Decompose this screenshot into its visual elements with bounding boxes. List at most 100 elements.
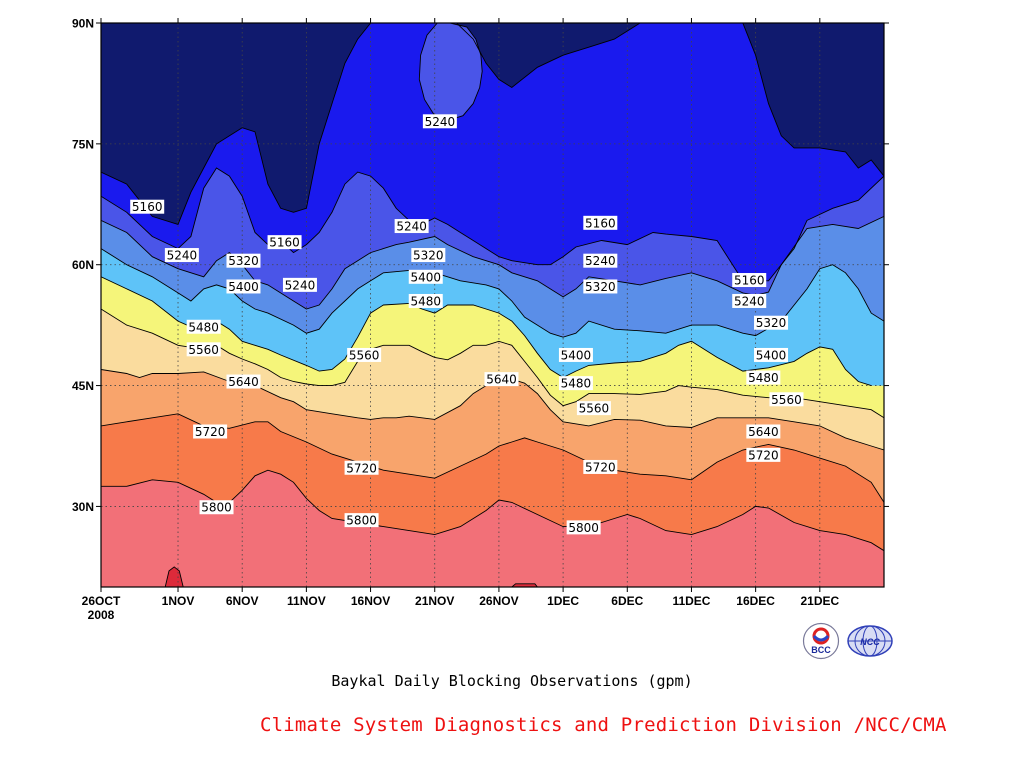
- contour-label-bg: [566, 520, 601, 535]
- y-tick-label: 75N: [72, 137, 94, 151]
- contour-label: 5720: [193, 424, 228, 439]
- contour-label: 5320: [411, 248, 446, 263]
- contour-label: 5240: [394, 219, 429, 234]
- contour-label-text: 5320: [413, 249, 444, 263]
- contour-label-text: 5240: [734, 294, 765, 308]
- contour-label-text: 5480: [188, 320, 219, 334]
- contour-label-text: 5240: [396, 220, 427, 234]
- x-tick-label: 21NOV: [415, 594, 454, 608]
- band-5800: [101, 470, 884, 587]
- contour-label: 5560: [347, 347, 382, 362]
- contour-line-5880: [164, 566, 184, 587]
- x-tick-label: 16DEC: [736, 594, 775, 608]
- x-tick-label: 11NOV: [287, 594, 326, 608]
- contour-label: 5240: [583, 253, 618, 268]
- contour-label-bg: [583, 215, 618, 230]
- contour-label-bg: [226, 374, 261, 389]
- contour-label-text: 5640: [748, 425, 779, 439]
- contour-label-bg: [186, 319, 221, 334]
- contour-label-text: 5240: [425, 115, 456, 129]
- x-tick-label: 1DEC: [547, 594, 579, 608]
- contour-label: 5800: [199, 500, 234, 515]
- contour-label-text: 5400: [410, 270, 441, 284]
- credit-line: Climate System Diagnostics and Predictio…: [260, 714, 947, 736]
- x-tick-label: 6NOV: [226, 594, 259, 608]
- x-tick-label: 16NOV: [351, 594, 390, 608]
- contour-label-bg: [164, 248, 199, 263]
- contour-fills: [101, 23, 884, 587]
- contour-label-text: 5240: [167, 249, 198, 263]
- contour-label-text: 5160: [269, 236, 300, 250]
- contour-label-bg: [226, 279, 261, 294]
- contour-label-bg: [769, 392, 804, 407]
- contour-label-bg: [199, 500, 234, 515]
- contour-label-bg: [583, 279, 618, 294]
- contour-label: 5640: [484, 372, 519, 387]
- x-tick-label: 1NOV: [162, 594, 195, 608]
- contour-label-bg: [754, 347, 789, 362]
- contour-label-bg: [267, 235, 302, 250]
- contour-label: 5560: [769, 392, 804, 407]
- contour-label-text: 5720: [195, 425, 226, 439]
- contour-label-bg: [408, 269, 443, 284]
- contour-label: 5480: [186, 319, 221, 334]
- contour-label-bg: [394, 219, 429, 234]
- contour-label: 5240: [732, 293, 767, 308]
- chart-title: Baykal Daily Blocking Observations (gpm): [331, 672, 693, 690]
- contour-label-bg: [583, 459, 618, 474]
- contour-label-text: 5160: [132, 200, 163, 214]
- contour-line-5800: [101, 469, 884, 552]
- contour-label-bg: [746, 447, 781, 462]
- contour-label: 5640: [226, 374, 261, 389]
- contour-label-bg: [282, 277, 317, 292]
- contour-label-text: 5800: [201, 501, 232, 515]
- contour-label-text: 5560: [188, 343, 219, 357]
- contour-label-text: 5240: [585, 254, 616, 268]
- contour-label-text: 5320: [756, 316, 787, 330]
- contour-line-5880: [511, 583, 538, 587]
- contour-label: 5560: [576, 401, 611, 416]
- band-5880: [165, 566, 184, 587]
- contour-label: 5400: [408, 269, 443, 284]
- contour-label-text: 5160: [734, 274, 765, 288]
- contour-label-text: 5720: [585, 460, 616, 474]
- contour-label-bg: [130, 199, 165, 214]
- contour-label-bg: [411, 248, 446, 263]
- contour-label-bg: [344, 513, 379, 528]
- contour-label-bg: [732, 273, 767, 288]
- contour-label-bg: [746, 370, 781, 385]
- contour-label-bg: [344, 460, 379, 475]
- contour-label-bg: [583, 253, 618, 268]
- contour-label: 5320: [583, 279, 618, 294]
- contour-label-bg: [754, 315, 789, 330]
- contour-label-text: 5800: [568, 521, 599, 535]
- contour-label: 5720: [344, 460, 379, 475]
- svg-text:BCC: BCC: [811, 645, 831, 655]
- contour-label-text: 5400: [228, 280, 259, 294]
- contour-label-text: 5560: [771, 393, 802, 407]
- x-tick-label: 6DEC: [611, 594, 643, 608]
- contour-line-5560: [101, 308, 884, 419]
- y-tick-label: 30N: [72, 500, 94, 514]
- bcc-logo: BCC: [802, 622, 840, 660]
- contour-label: 5480: [408, 293, 443, 308]
- contour-label-bg: [576, 401, 611, 416]
- contour-label-text: 5480: [748, 371, 779, 385]
- contour-label-text: 5400: [561, 348, 592, 362]
- contour-label-text: 5320: [228, 254, 259, 268]
- contour-labels: 5160 5160 5160 5160 5240 5240 5240 5240 5240 5240…: [130, 114, 804, 535]
- contour-label-text: 5720: [748, 448, 779, 462]
- x-tick-label: 26OCT: [82, 594, 121, 608]
- contour-label-text: 5560: [349, 348, 380, 362]
- contour-label: 5720: [583, 459, 618, 474]
- contour-label: 5480: [746, 370, 781, 385]
- contour-label: 5240: [422, 114, 457, 129]
- ncc-logo: NCC: [846, 622, 894, 660]
- contour-label-text: 5160: [585, 216, 616, 230]
- contour-label: 5400: [558, 347, 593, 362]
- contour-label-text: 5480: [410, 294, 441, 308]
- plot-frame: [100, 22, 885, 588]
- contour-label-bg: [193, 424, 228, 439]
